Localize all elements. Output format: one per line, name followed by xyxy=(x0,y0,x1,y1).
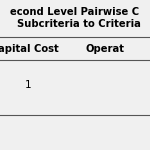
Text: Subcriteria to Criteria: Subcriteria to Criteria xyxy=(10,19,140,29)
Text: apital Cost: apital Cost xyxy=(0,44,58,54)
Text: 1: 1 xyxy=(25,80,31,90)
Text: Operat: Operat xyxy=(85,44,124,54)
Text: econd Level Pairwise C: econd Level Pairwise C xyxy=(11,7,140,17)
